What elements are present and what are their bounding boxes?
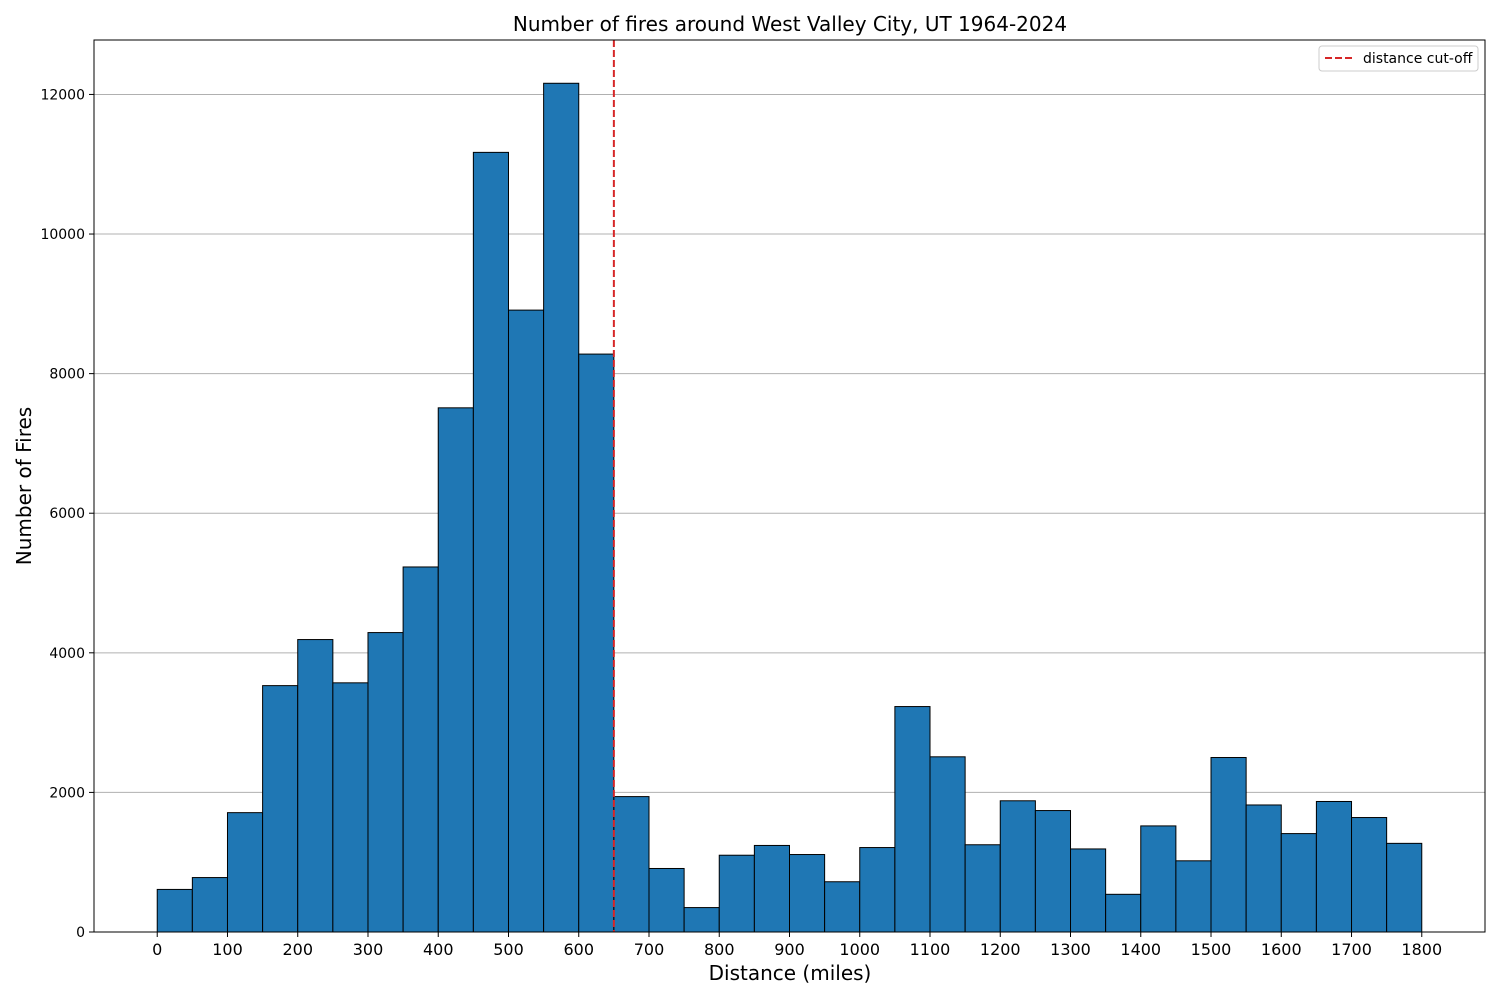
histogram-bar bbox=[1280, 833, 1317, 933]
y-tick-label: 0 bbox=[76, 925, 85, 941]
histogram-bar bbox=[1034, 810, 1072, 933]
x-tick-label: 400 bbox=[423, 940, 454, 959]
histogram-bar bbox=[683, 907, 720, 933]
x-tick-label: 1300 bbox=[1050, 940, 1091, 959]
histogram-bar bbox=[1351, 817, 1388, 933]
histogram-bar bbox=[929, 756, 966, 933]
x-tick-label: 500 bbox=[493, 940, 524, 959]
histogram-bar bbox=[507, 309, 545, 933]
histogram-bar bbox=[472, 151, 509, 933]
histogram-bar bbox=[578, 353, 615, 933]
legend-label: distance cut-off bbox=[1363, 51, 1473, 67]
chart-title: Number of fires around West Valley City,… bbox=[513, 12, 1067, 36]
histogram-bar bbox=[332, 682, 369, 933]
x-tick-label: 1700 bbox=[1331, 940, 1372, 959]
x-tick-label: 700 bbox=[634, 940, 665, 959]
y-axis-ticks: 0 2000 4000 6000 8000 10000 12000 bbox=[40, 87, 94, 941]
x-tick-label: 1800 bbox=[1401, 940, 1442, 959]
x-axis-ticks: 0 100 200 300 400 500 600 700 800 900 1000 1100 1200… bbox=[152, 932, 1442, 959]
x-tick-label: 1400 bbox=[1120, 940, 1161, 959]
x-axis-title: Distance (miles) bbox=[709, 961, 872, 985]
x-tick-label: 1000 bbox=[839, 940, 880, 959]
legend-box bbox=[1318, 45, 1479, 72]
histogram-bar bbox=[1070, 848, 1107, 933]
x-tick-label: 300 bbox=[353, 940, 384, 959]
histogram-bar bbox=[1245, 804, 1282, 933]
histogram-bar bbox=[999, 800, 1036, 933]
y-tick-label: 2000 bbox=[49, 785, 85, 801]
histogram-bar bbox=[648, 867, 685, 933]
y-tick-label: 10000 bbox=[40, 227, 85, 243]
histogram-bar bbox=[859, 847, 896, 933]
histogram-bar bbox=[226, 812, 264, 933]
histogram-bars bbox=[156, 82, 1423, 933]
x-tick-label: 600 bbox=[563, 940, 594, 959]
histogram-bar bbox=[824, 881, 861, 933]
histogram-bar bbox=[543, 82, 580, 933]
histogram-bar bbox=[437, 407, 474, 933]
histogram-bar bbox=[1105, 893, 1142, 933]
x-tick-label: 200 bbox=[282, 940, 313, 959]
histogram-bar bbox=[613, 796, 650, 933]
histogram-bar bbox=[402, 566, 439, 933]
histogram-bar bbox=[1315, 800, 1353, 933]
x-tick-label: 1200 bbox=[980, 940, 1021, 959]
y-axis-title: Number of Fires bbox=[12, 407, 36, 565]
x-tick-label: 1100 bbox=[910, 940, 951, 959]
y-tick-label: 12000 bbox=[40, 87, 85, 103]
histogram-bar bbox=[367, 632, 404, 933]
x-tick-label: 1500 bbox=[1191, 940, 1232, 959]
histogram-bar bbox=[156, 888, 193, 933]
histogram-bar bbox=[718, 854, 755, 933]
histogram-bar bbox=[191, 877, 228, 933]
histogram-bar bbox=[894, 706, 931, 933]
x-tick-label: 1600 bbox=[1261, 940, 1302, 959]
histogram-bar bbox=[964, 844, 1001, 933]
x-tick-label: 800 bbox=[704, 940, 735, 959]
histogram-bar bbox=[1210, 757, 1247, 933]
histogram-bar bbox=[789, 854, 826, 933]
histogram-bar bbox=[1175, 860, 1212, 933]
histogram-bar bbox=[1140, 825, 1177, 933]
histogram-bar bbox=[262, 685, 299, 933]
x-tick-label: 900 bbox=[774, 940, 805, 959]
y-tick-label: 6000 bbox=[49, 506, 85, 522]
histogram-bar bbox=[1386, 842, 1423, 933]
histogram-bar bbox=[297, 639, 334, 933]
y-tick-label: 8000 bbox=[49, 367, 85, 383]
histogram-bar bbox=[753, 844, 790, 933]
legend: distance cut-off bbox=[1318, 45, 1479, 72]
y-tick-label: 4000 bbox=[49, 646, 85, 662]
x-tick-label: 0 bbox=[152, 940, 162, 959]
x-tick-label: 100 bbox=[212, 940, 243, 959]
